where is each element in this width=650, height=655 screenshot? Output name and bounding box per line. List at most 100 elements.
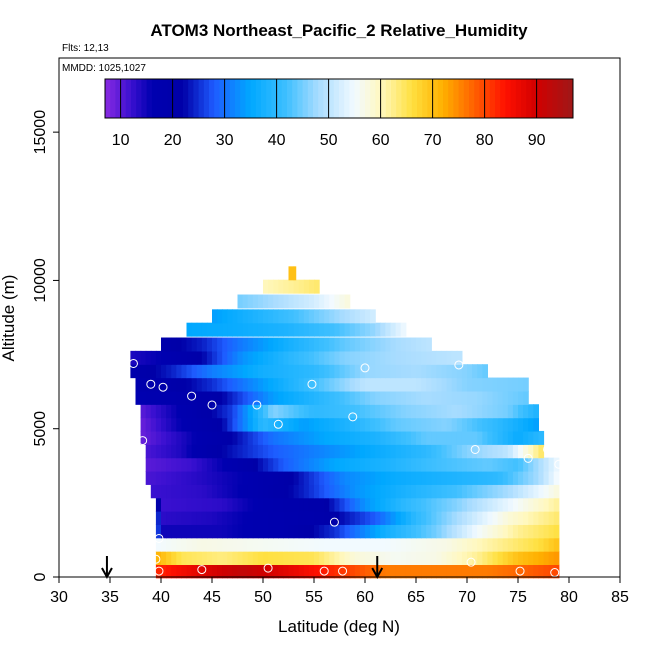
heatmap-cell bbox=[410, 417, 417, 432]
heatmap-cell bbox=[324, 551, 330, 565]
x-tick-label: 75 bbox=[509, 589, 527, 606]
heatmap-cell bbox=[533, 430, 539, 445]
heatmap-cell bbox=[232, 309, 239, 324]
colorbar-segment bbox=[131, 79, 137, 118]
heatmap-cell bbox=[206, 537, 213, 552]
heatmap-cell bbox=[421, 377, 427, 392]
heatmap-cell bbox=[196, 377, 203, 392]
colorbar-segment bbox=[385, 79, 392, 118]
heatmap-cell bbox=[502, 430, 509, 445]
colorbar-segment bbox=[432, 79, 439, 118]
heatmap-cell bbox=[273, 377, 279, 392]
heatmap-cell bbox=[482, 390, 488, 405]
heatmap-cell bbox=[528, 511, 534, 525]
heatmap-cell bbox=[548, 457, 555, 472]
heatmap-cell bbox=[293, 404, 300, 419]
heatmap-cell bbox=[349, 350, 356, 365]
heatmap-cell bbox=[390, 322, 397, 337]
heatmap-cell bbox=[268, 294, 274, 309]
heatmap-cell bbox=[206, 511, 213, 525]
heatmap-row bbox=[186, 322, 407, 337]
heatmap-cell bbox=[222, 484, 228, 499]
heatmap-cell bbox=[278, 484, 284, 499]
heatmap-cell bbox=[232, 564, 239, 579]
down-arrow-icon bbox=[101, 556, 113, 580]
heatmap-cell bbox=[263, 511, 269, 525]
heatmap-cell bbox=[329, 294, 335, 309]
heatmap-cell bbox=[334, 364, 341, 379]
heatmap-cell bbox=[441, 537, 448, 552]
heatmap-cell bbox=[283, 470, 290, 485]
heatmap-cell bbox=[298, 444, 305, 459]
heatmap-cell bbox=[431, 377, 437, 392]
heatmap-cell bbox=[553, 497, 560, 512]
heatmap-cell bbox=[507, 377, 514, 392]
heatmap-cell bbox=[354, 430, 361, 445]
heatmap-cell bbox=[365, 444, 371, 459]
heatmap-cell bbox=[385, 417, 392, 432]
heatmap-cell bbox=[365, 417, 371, 432]
heatmap-cell bbox=[186, 511, 193, 525]
heatmap-cell bbox=[528, 404, 534, 419]
heatmap-cell bbox=[324, 322, 330, 337]
heatmap-cell bbox=[354, 377, 361, 392]
heatmap-cell bbox=[329, 350, 335, 365]
heatmap-cell bbox=[359, 537, 366, 552]
sample-point bbox=[554, 459, 564, 469]
heatmap-cell bbox=[237, 524, 244, 539]
heatmap-cell bbox=[472, 484, 478, 499]
heatmap-cell bbox=[400, 551, 407, 565]
heatmap-cell bbox=[130, 364, 137, 379]
heatmap-cell bbox=[477, 444, 483, 459]
heatmap-cell bbox=[354, 524, 361, 539]
heatmap-cell bbox=[533, 404, 539, 419]
heatmap-cell bbox=[507, 390, 514, 405]
heatmap-cell bbox=[523, 417, 529, 432]
heatmap-cell bbox=[482, 377, 488, 392]
heatmap-cell bbox=[161, 430, 167, 445]
heatmap-cell bbox=[308, 279, 315, 294]
heatmap-cell bbox=[283, 377, 290, 392]
heatmap-cell bbox=[273, 484, 279, 499]
colorbar-segment bbox=[110, 79, 116, 118]
heatmap-cell bbox=[354, 337, 361, 352]
heatmap-cell bbox=[252, 430, 259, 445]
heatmap-cell bbox=[334, 444, 341, 459]
heatmap-cell bbox=[252, 537, 259, 552]
heatmap-cell bbox=[548, 564, 555, 579]
heatmap-cell bbox=[416, 444, 422, 459]
heatmap-cell bbox=[410, 337, 417, 352]
heatmap-cell bbox=[196, 444, 203, 459]
heatmap-cell bbox=[257, 564, 264, 579]
heatmap-cell bbox=[161, 364, 167, 379]
heatmap-cell bbox=[538, 564, 545, 579]
heatmap-cell bbox=[237, 537, 244, 552]
heatmap-cell bbox=[308, 337, 315, 352]
heatmap-cell bbox=[308, 377, 315, 392]
heatmap-cell bbox=[395, 390, 402, 405]
heatmap-cell bbox=[380, 417, 386, 432]
heatmap-cell bbox=[247, 350, 254, 365]
heatmap-cell bbox=[166, 537, 172, 552]
heatmap-cell bbox=[451, 350, 458, 365]
heatmap-cell bbox=[196, 322, 203, 337]
heatmap-cell bbox=[232, 484, 239, 499]
heatmap-row bbox=[212, 309, 376, 324]
heatmap-cell bbox=[227, 470, 233, 485]
heatmap-cell bbox=[222, 322, 228, 337]
heatmap-cell bbox=[380, 404, 386, 419]
heatmap-cell bbox=[298, 564, 305, 579]
heatmap-cell bbox=[385, 497, 392, 512]
heatmap-cell bbox=[467, 364, 473, 379]
heatmap-cell bbox=[436, 551, 443, 565]
heatmap-cell bbox=[268, 417, 274, 432]
heatmap-cell bbox=[324, 511, 330, 525]
colorbar-segment bbox=[339, 79, 345, 118]
heatmap-cell bbox=[400, 497, 407, 512]
heatmap-cell bbox=[298, 350, 305, 365]
heatmap-cell bbox=[293, 484, 300, 499]
heatmap-cell bbox=[176, 350, 182, 365]
heatmap-cell bbox=[319, 404, 325, 419]
heatmap-cell bbox=[400, 417, 407, 432]
colorbar-tick-label: 20 bbox=[164, 132, 182, 149]
